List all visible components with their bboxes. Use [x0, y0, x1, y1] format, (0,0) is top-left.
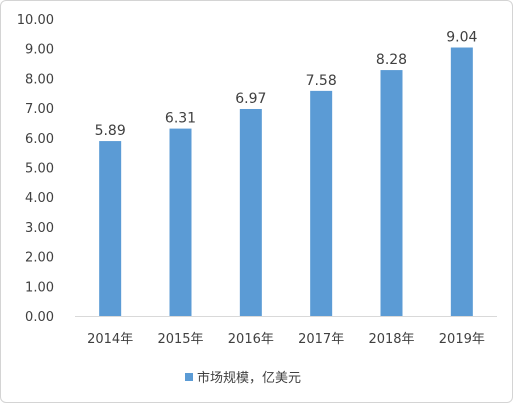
y-axis-ticks: 0.00 1.00 2.00 3.00 4.00 5.00 6.00 7.00 8.00 9.00…: [17, 13, 54, 325]
data-label: 6.97: [235, 91, 266, 107]
bar: [380, 70, 403, 316]
y-tick-label: 10.00: [17, 13, 54, 28]
y-tick-label: 1.00: [25, 280, 54, 295]
y-tick-label: 2.00: [25, 251, 54, 266]
y-tick-label: 8.00: [25, 72, 54, 87]
bars: [99, 47, 473, 317]
bar: [450, 47, 473, 317]
data-label: 5.89: [95, 123, 126, 139]
x-tick-label: 2017年: [298, 332, 344, 347]
bar: [239, 108, 262, 316]
legend-label: 市场规模，亿美元: [197, 370, 301, 386]
y-tick-label: 9.00: [25, 43, 54, 58]
x-tick-label: 2018年: [368, 332, 414, 347]
bar: [169, 128, 192, 316]
data-label: 7.58: [306, 73, 337, 89]
x-tick-label: 2014年: [87, 332, 133, 347]
y-tick-label: 5.00: [25, 162, 54, 177]
legend: 市场规模，亿美元: [185, 370, 301, 386]
x-tick-label: 2015年: [157, 332, 203, 347]
y-tick-label: 4.00: [25, 191, 54, 206]
bar: [310, 90, 333, 317]
data-labels: 5.89 6.31 6.97 7.58 8.28 9.04: [95, 30, 478, 140]
x-tick-label: 2016年: [228, 332, 274, 347]
y-tick-label: 3.00: [25, 221, 54, 236]
y-tick-label: 0.00: [25, 310, 54, 325]
bar: [99, 141, 122, 316]
x-tick-label: 2019年: [439, 332, 485, 347]
data-label: 6.31: [165, 111, 196, 127]
y-tick-label: 6.00: [25, 132, 54, 147]
data-label: 8.28: [376, 52, 407, 68]
x-axis-ticks: 2014年 2015年 2016年 2017年 2018年 2019年: [87, 332, 485, 347]
legend-swatch: [185, 373, 193, 381]
y-tick-label: 7.00: [25, 102, 54, 117]
data-label: 9.04: [446, 30, 477, 46]
